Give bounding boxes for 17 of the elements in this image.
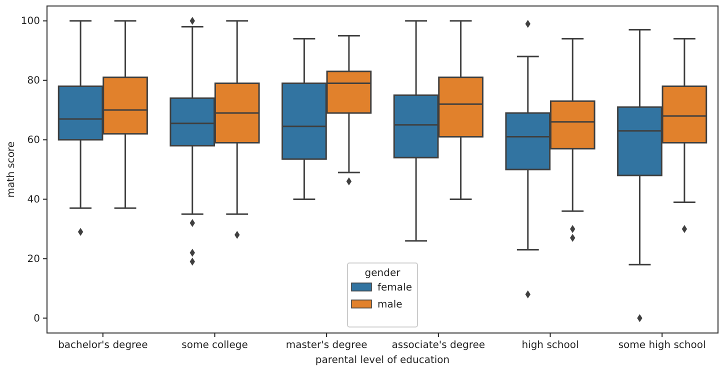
y-tick-label: 0 — [34, 313, 40, 324]
x-tick-label: high school — [522, 340, 579, 351]
y-tick-label: 40 — [27, 194, 40, 206]
y-tick-label: 80 — [27, 76, 40, 87]
x-tick-label: master's degree — [286, 340, 368, 351]
y-tick-label: 100 — [20, 16, 40, 28]
legend-label: female — [378, 282, 412, 294]
x-tick-label: associate's degree — [392, 340, 486, 351]
x-axis-title: parental level of education — [315, 355, 450, 366]
legend-title: gender — [364, 268, 402, 279]
y-tick-label: 60 — [27, 134, 40, 146]
x-tick-label: some high school — [618, 340, 706, 351]
y-axis-title: math score — [6, 141, 17, 198]
y-tick-label: 20 — [27, 254, 40, 265]
x-tick-label: some college — [182, 340, 248, 351]
x-tick-label: bachelor's degree — [58, 340, 148, 351]
legend-label: male — [378, 300, 402, 310]
